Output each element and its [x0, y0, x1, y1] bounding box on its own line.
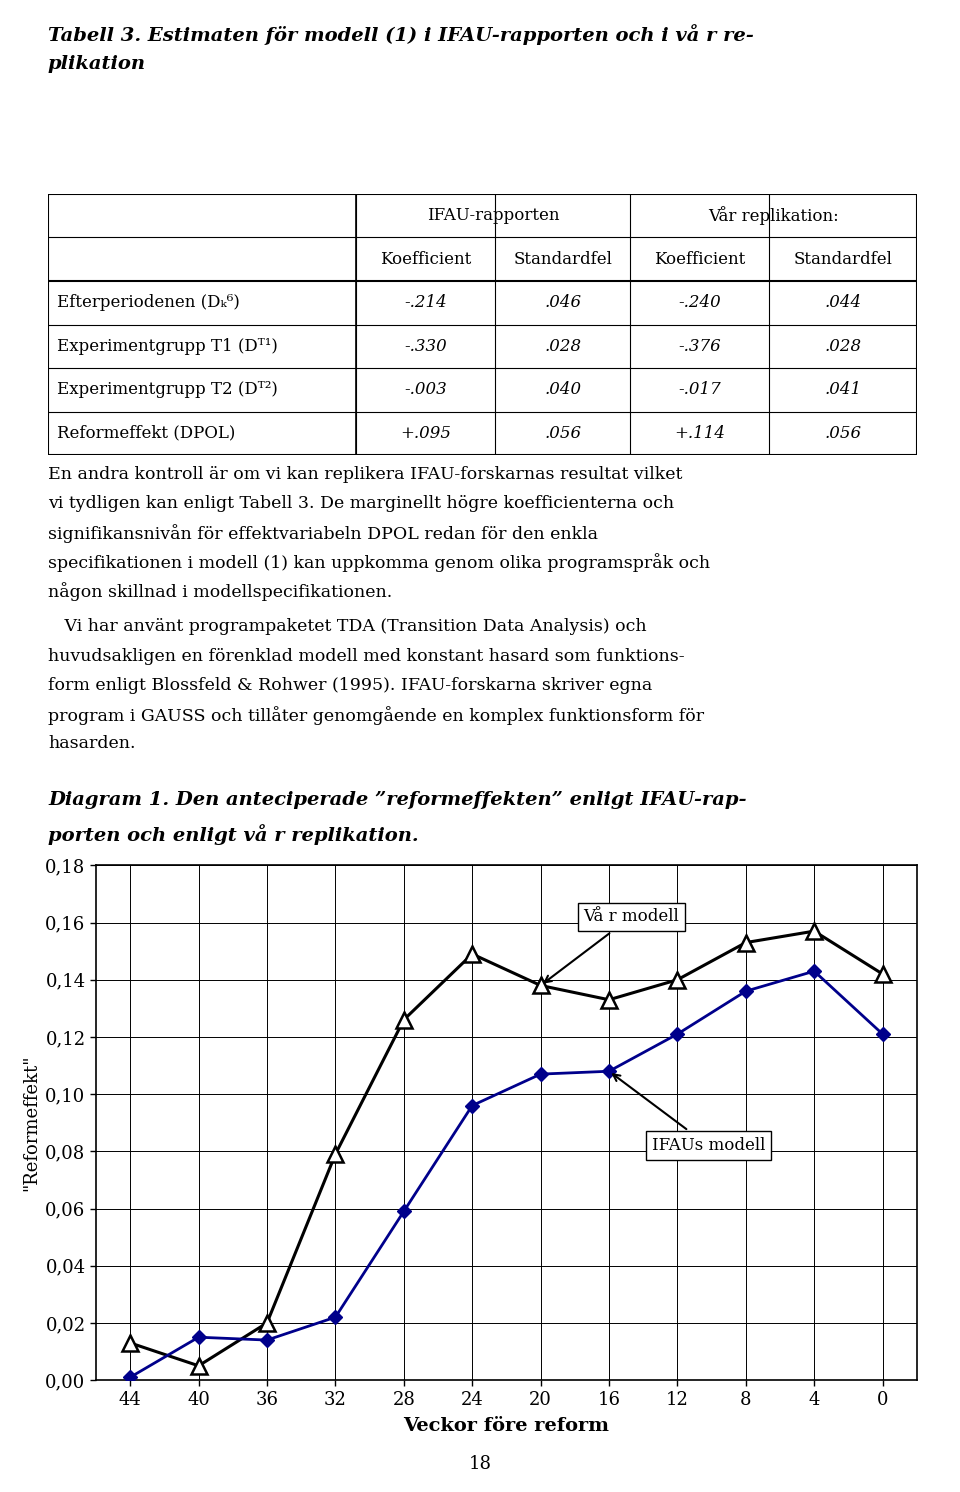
Text: IFAU-rapporten: IFAU-rapporten [427, 207, 560, 224]
Text: -.017: -.017 [678, 382, 721, 398]
Text: Experimentgrupp T1 (Dᵀ¹): Experimentgrupp T1 (Dᵀ¹) [57, 337, 277, 355]
Text: .056: .056 [825, 425, 861, 442]
Text: Diagram 1. Den anteciperade ”reformeffekten” enligt IFAU-rap-: Diagram 1. Den anteciperade ”reformeffek… [48, 791, 747, 809]
Text: Koefficient: Koefficient [654, 251, 745, 267]
Text: Tabell 3. Estimaten för modell (1) i IFAU-rapporten och i vå r re-: Tabell 3. Estimaten för modell (1) i IFA… [48, 24, 754, 45]
Text: Standardfel: Standardfel [514, 251, 612, 267]
Text: -.330: -.330 [404, 337, 447, 355]
Text: specifikationen i modell (1) kan uppkomma genom olika programspråk och: specifikationen i modell (1) kan uppkomm… [48, 554, 710, 571]
Text: .040: .040 [544, 382, 582, 398]
Text: porten och enligt vå r replikation.: porten och enligt vå r replikation. [48, 824, 419, 844]
Text: Efterperiodenen (Dₖ⁶): Efterperiodenen (Dₖ⁶) [57, 294, 240, 312]
Text: .028: .028 [825, 337, 861, 355]
Text: form enligt Blossfeld & Rohwer (1995). IFAU-forskarna skriver egna: form enligt Blossfeld & Rohwer (1995). I… [48, 677, 652, 694]
Text: plikation: plikation [48, 55, 146, 73]
Text: IFAUs modell: IFAUs modell [613, 1074, 765, 1155]
Text: Vå r modell: Vå r modell [544, 909, 679, 982]
Text: .056: .056 [544, 425, 582, 442]
Text: Vår replikation:: Vår replikation: [708, 206, 839, 225]
Text: Experimentgrupp T2 (Dᵀ²): Experimentgrupp T2 (Dᵀ²) [57, 382, 277, 398]
Text: +.114: +.114 [674, 425, 725, 442]
Text: någon skillnad i modellspecifikationen.: någon skillnad i modellspecifikationen. [48, 582, 393, 601]
Text: 18: 18 [468, 1455, 492, 1473]
Text: huvudsakligen en förenklad modell med konstant hasard som funktions-: huvudsakligen en förenklad modell med ko… [48, 648, 684, 664]
Text: -.376: -.376 [678, 337, 721, 355]
Text: .044: .044 [825, 294, 861, 312]
Text: program i GAUSS och tillåter genomgående en komplex funktionsform för: program i GAUSS och tillåter genomgående… [48, 706, 704, 725]
X-axis label: Veckor före reform: Veckor före reform [403, 1417, 610, 1435]
Text: +.095: +.095 [400, 425, 451, 442]
Text: En andra kontroll är om vi kan replikera IFAU-forskarnas resultat vilket: En andra kontroll är om vi kan replikera… [48, 466, 683, 482]
Text: vi tydligen kan enligt Tabell 3. De marginellt högre koefficienterna och: vi tydligen kan enligt Tabell 3. De marg… [48, 495, 674, 512]
Text: hasarden.: hasarden. [48, 736, 135, 752]
Text: .028: .028 [544, 337, 582, 355]
Y-axis label: "Reformeffekt": "Reformeffekt" [22, 1055, 39, 1191]
Text: Vi har använt programpaketet TDA (Transition Data Analysis) och: Vi har använt programpaketet TDA (Transi… [48, 619, 647, 636]
Text: -.240: -.240 [678, 294, 721, 312]
Text: signifikansnivån för effektvariabeln DPOL redan för den enkla: signifikansnivån för effektvariabeln DPO… [48, 524, 598, 543]
Text: Standardfel: Standardfel [794, 251, 893, 267]
Text: -.214: -.214 [404, 294, 447, 312]
Text: Koefficient: Koefficient [380, 251, 471, 267]
Text: .041: .041 [825, 382, 861, 398]
Text: -.003: -.003 [404, 382, 447, 398]
Text: Reformeffekt (DPOL): Reformeffekt (DPOL) [57, 425, 235, 442]
Text: .046: .046 [544, 294, 582, 312]
